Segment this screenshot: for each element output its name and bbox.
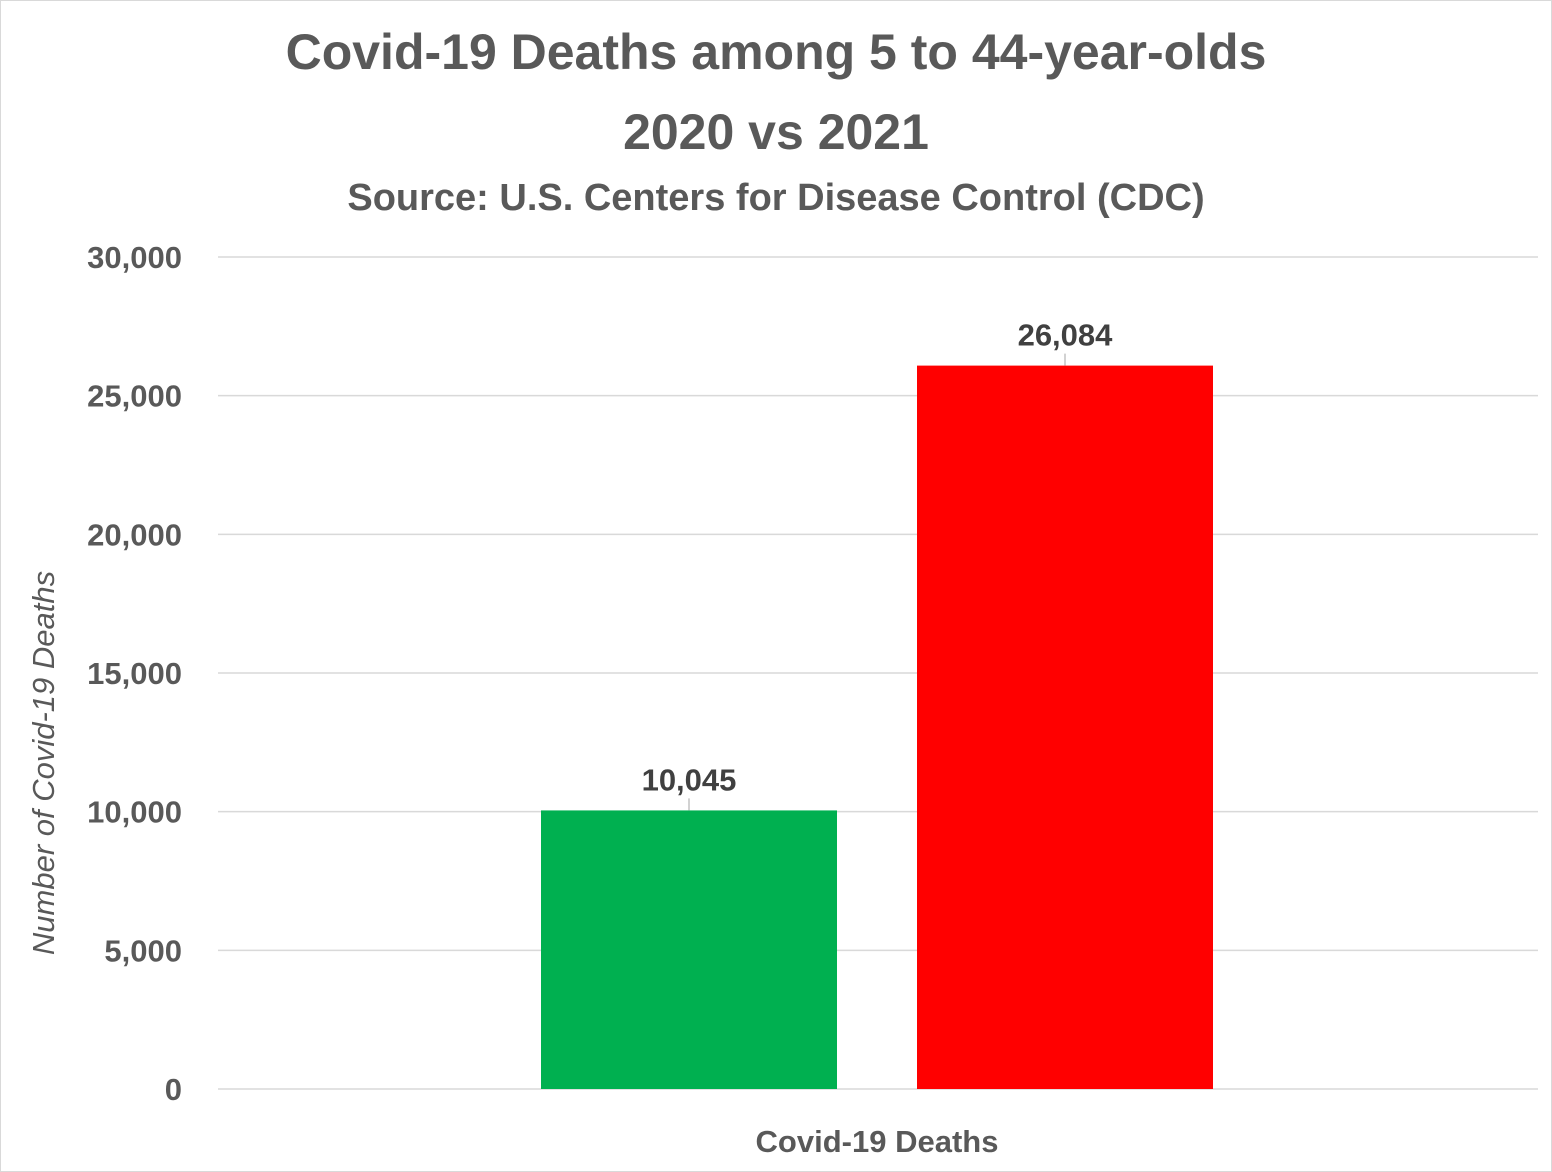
chart-title-line-1: Covid-19 Deaths among 5 to 44-year-olds (285, 24, 1267, 80)
y-tick-label-6: 30,000 (87, 240, 182, 275)
chart-title-line-2: 2020 vs 2021 (623, 104, 929, 160)
bar-1 (917, 365, 1213, 1089)
data-label-1: 26,084 (1018, 318, 1114, 353)
x-category-label: Covid-19 Deaths (756, 1124, 999, 1159)
chart-subtitle: Source: U.S. Centers for Disease Control… (347, 177, 1205, 219)
y-tick-label-5: 25,000 (87, 379, 182, 414)
bar-0 (541, 810, 837, 1089)
y-tick-label-1: 5,000 (104, 933, 182, 968)
y-tick-label-4: 20,000 (87, 517, 182, 552)
y-tick-label-0: 0 (165, 1072, 182, 1107)
y-tick-label-2: 10,000 (87, 795, 182, 830)
data-label-0: 10,045 (642, 762, 737, 797)
y-axis-ticks: 0 5,000 10,000 15,000 20,000 25,000 30,000 (87, 240, 182, 1107)
gridlines (218, 256, 1538, 1090)
y-axis-title: Number of Covid-19 Deaths (26, 571, 61, 955)
bars (541, 365, 1213, 1089)
data-labels: 10,045 26,084 (642, 318, 1114, 811)
y-tick-label-3: 15,000 (87, 656, 182, 691)
